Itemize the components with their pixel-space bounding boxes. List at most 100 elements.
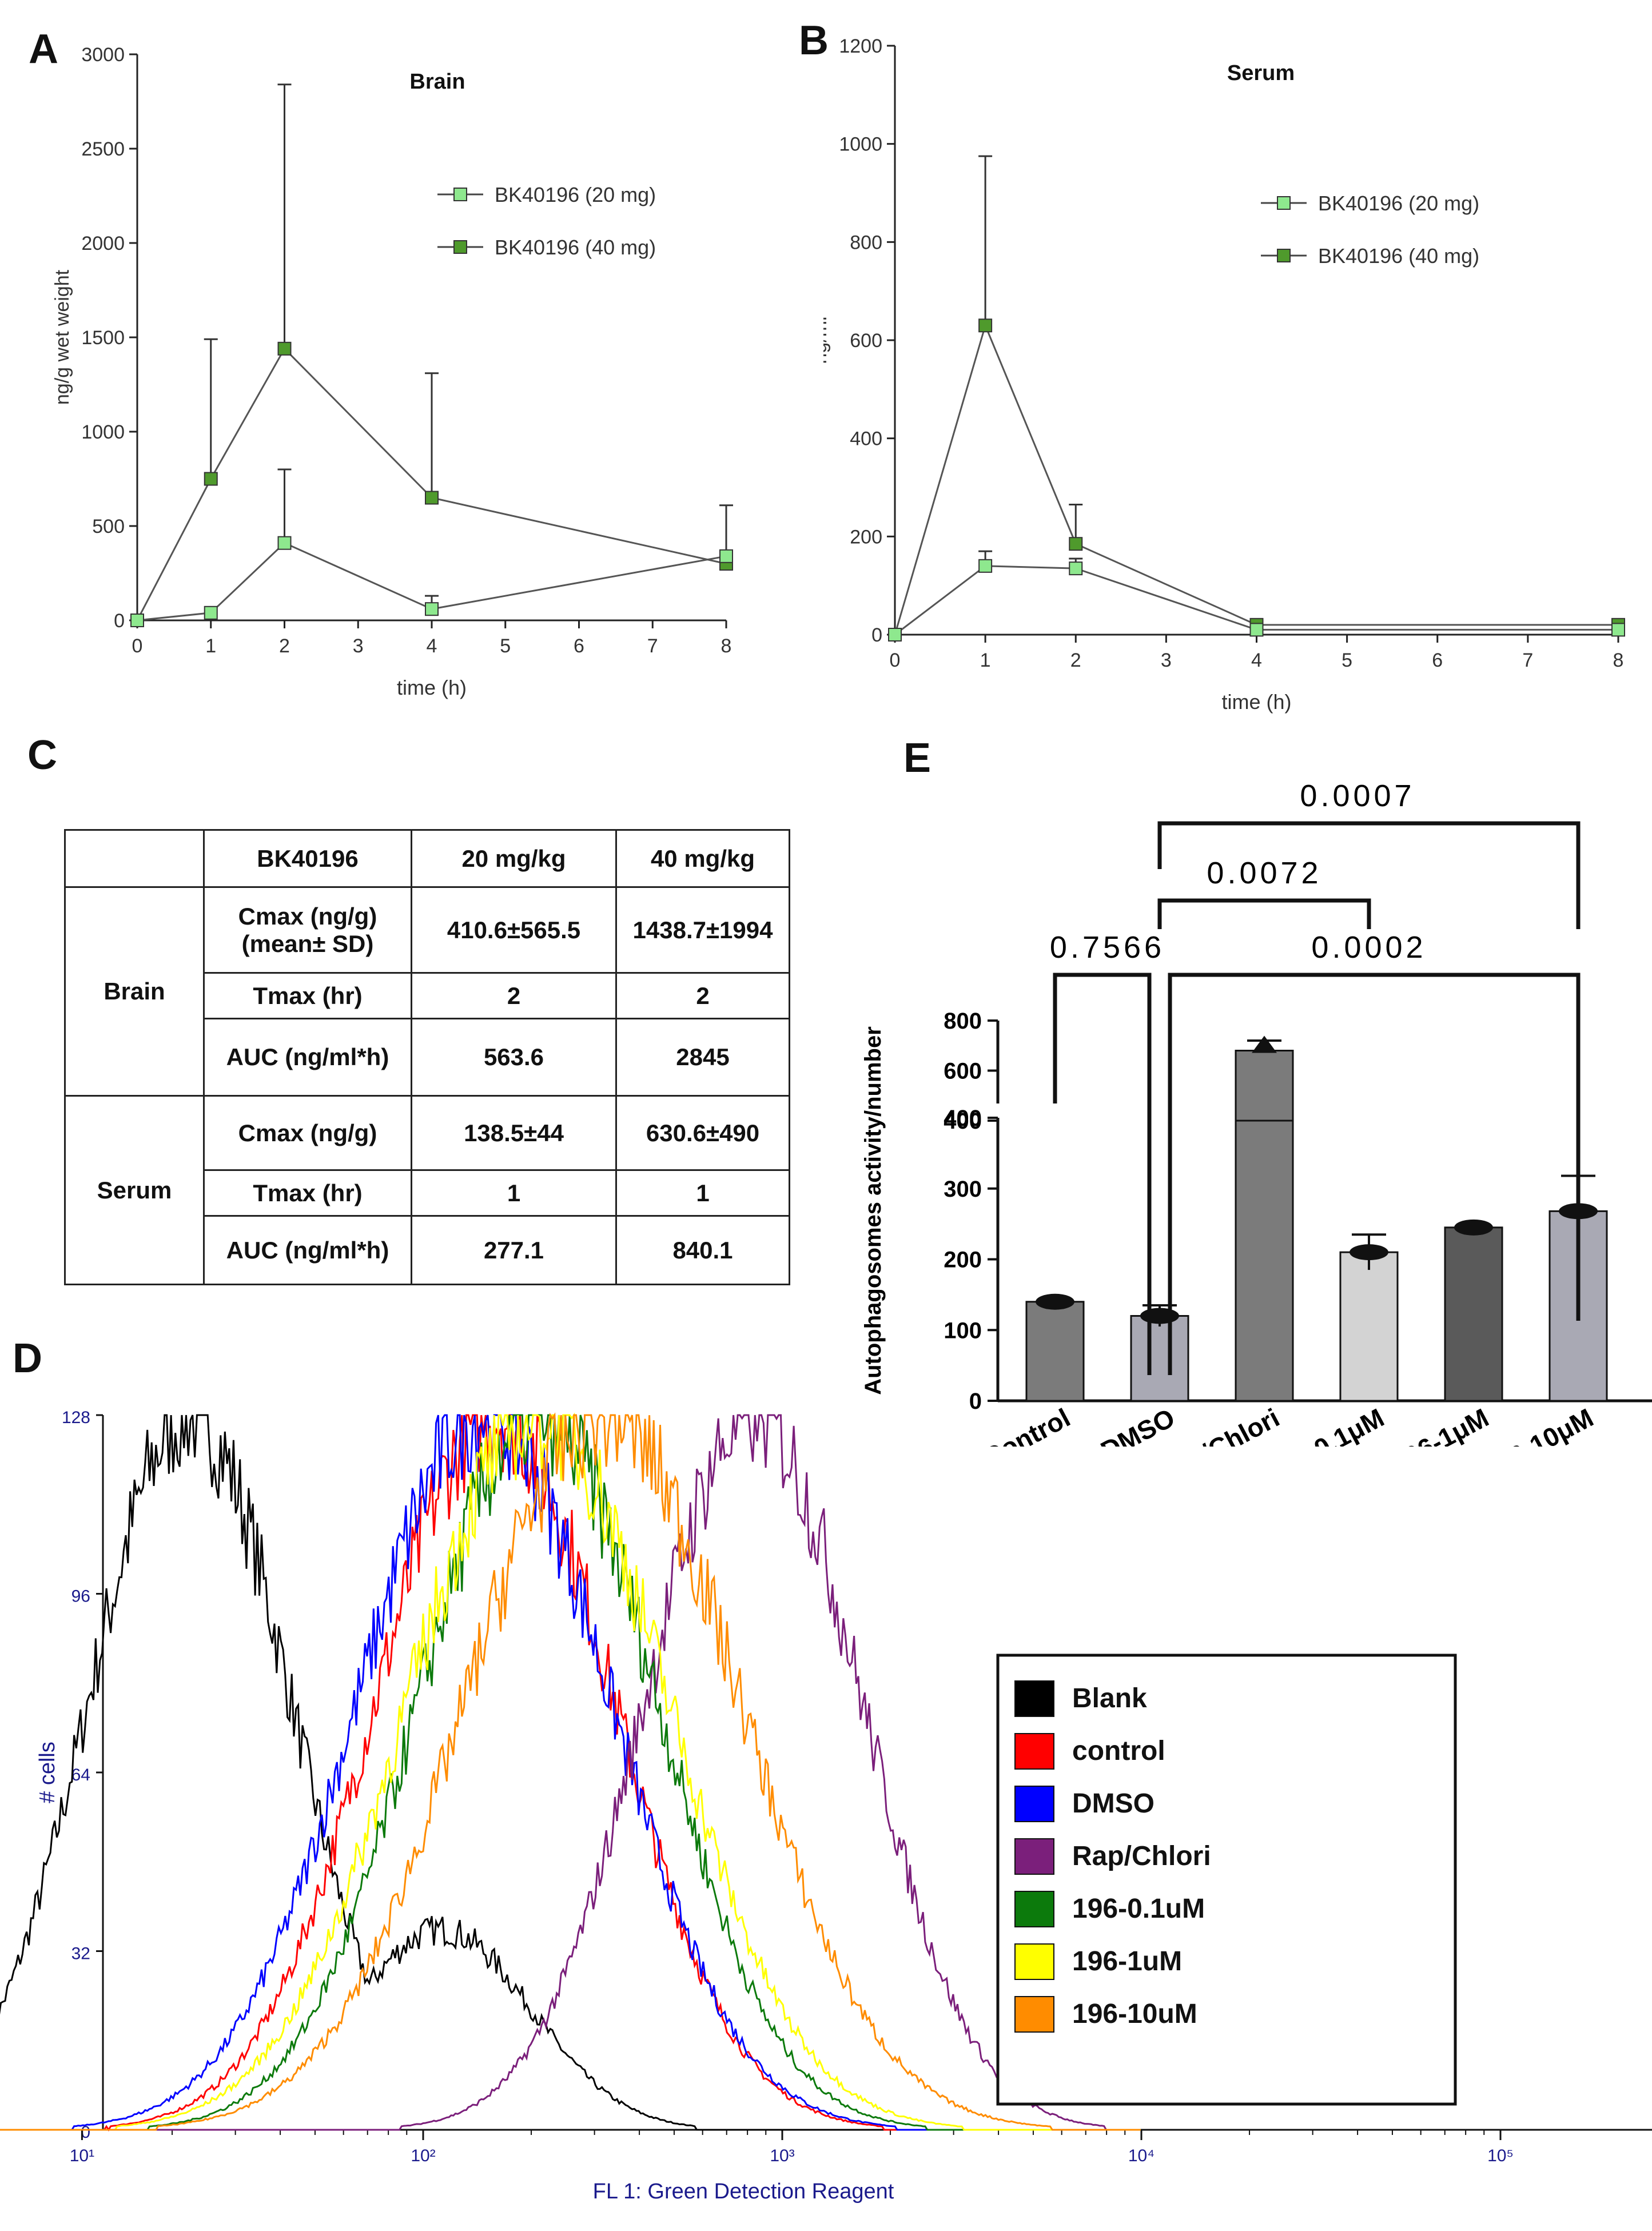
y-axis-label: ng/ml xyxy=(823,316,831,364)
data-point xyxy=(978,559,993,573)
table-group-brain: Brain xyxy=(64,886,205,1097)
bar xyxy=(1235,1117,1294,1402)
data-point xyxy=(204,605,218,620)
data-point xyxy=(130,613,144,627)
data-point xyxy=(1140,1308,1179,1324)
legend-label: control xyxy=(1072,1736,1165,1766)
legend-swatch xyxy=(1014,1733,1054,1770)
x-tick-label: 0 xyxy=(132,635,143,657)
legend-label: BK40196 (20 mg) xyxy=(1318,192,1479,215)
bar-upper xyxy=(1235,1050,1294,1122)
y-tick-label: 200 xyxy=(850,526,882,548)
y-tick-label: 32 xyxy=(71,1945,90,1963)
histogram-control xyxy=(0,1414,1141,2132)
x-tick-label: 10⁵ xyxy=(1487,2146,1514,2165)
table-cell-param: AUC (ng/ml*h) xyxy=(203,1018,412,1097)
data-point xyxy=(425,602,439,616)
x-tick-label: 2 xyxy=(1070,650,1081,671)
y-tick-label: 64 xyxy=(71,1766,90,1784)
x-tick-label: 10⁴ xyxy=(1128,2146,1155,2165)
legend-swatch xyxy=(1014,1680,1054,1717)
y-tick-label: 0 xyxy=(871,624,882,646)
x-tick-label: 6 xyxy=(1432,650,1443,671)
table-cell-value: 563.6 xyxy=(411,1018,617,1097)
legend-marker xyxy=(1277,196,1291,210)
p-value-label: 0.0007 xyxy=(1300,779,1415,813)
y-axis-label: # cells xyxy=(35,1742,59,1803)
x-tick-label: 5 xyxy=(500,635,511,657)
x-axis-label: FL 1: Green Detection Reagent xyxy=(593,2180,894,2204)
x-tick-label: 1 xyxy=(205,635,216,657)
x-axis-label: time (h) xyxy=(397,676,467,699)
data-point xyxy=(978,318,993,333)
data-point xyxy=(719,549,733,563)
y-tick-label: 1500 xyxy=(81,327,125,349)
y-tick-label: 1000 xyxy=(839,134,882,156)
y-tick-label: 2000 xyxy=(81,233,125,254)
data-point xyxy=(277,536,292,550)
legend-label: Blank xyxy=(1072,1683,1147,1714)
x-tick-label: 10³ xyxy=(770,2146,794,2165)
table-cell-value: 138.5±44 xyxy=(411,1095,617,1171)
legend-label: BK40196 (40 mg) xyxy=(495,236,656,259)
bar xyxy=(1444,1226,1503,1402)
y-tick-label: 2500 xyxy=(81,138,125,160)
table-cell-param: Cmax (ng/g) (mean± SD) xyxy=(203,886,412,974)
table-group-serum: Serum xyxy=(64,1095,205,1285)
table-cell-param: Tmax (hr) xyxy=(203,972,412,1019)
p-value-label: 0.7566 xyxy=(1050,930,1165,965)
legend-label: 196-10uM xyxy=(1072,1999,1197,2029)
legend-marker xyxy=(453,188,467,201)
bar xyxy=(1025,1301,1085,1402)
histogram-blank xyxy=(0,1414,1141,2131)
histogram-196-1um xyxy=(0,1412,1141,2131)
table-cell-value: 277.1 xyxy=(411,1215,617,1285)
y-tick-label: 200 xyxy=(944,1248,982,1273)
y-axis-label: ng/g wet weight xyxy=(51,269,73,405)
x-tick-label: 1 xyxy=(980,650,991,671)
table-cell-value: 1 xyxy=(615,1169,790,1217)
panel-letter-e: E xyxy=(903,735,932,781)
chart-title: Brain xyxy=(409,70,465,94)
data-point xyxy=(1036,1293,1074,1310)
legend-marker xyxy=(453,240,467,254)
legend-swatch xyxy=(1014,1996,1054,2033)
x-tick-label: 5 xyxy=(1341,650,1352,671)
y-tick-label: 1200 xyxy=(839,35,882,57)
legend-label: BK40196 (40 mg) xyxy=(1318,244,1479,268)
y-tick-label: 3000 xyxy=(81,44,125,66)
data-point xyxy=(888,628,902,642)
y-tick-label: 0 xyxy=(969,1389,982,1414)
table-header-20: 20 mg/kg xyxy=(411,829,617,888)
data-point xyxy=(425,491,439,505)
chart-a-brain: 0 500 1000 1500 2000 2500 3000 0 1 2 3 4 5 6 7 8 time (h… xyxy=(51,44,733,699)
x-tick-label: 4 xyxy=(1251,650,1262,671)
table-cell-value: 2 xyxy=(411,972,617,1019)
x-tick-label: 4 xyxy=(427,635,437,657)
legend-box xyxy=(996,1654,1457,2106)
legend-label: 196-1uM xyxy=(1072,1946,1182,1977)
y-tick-label: 600 xyxy=(944,1059,982,1084)
y-tick-label: 1000 xyxy=(81,421,125,443)
table-cell-value: 2845 xyxy=(615,1018,790,1097)
chart-title: Serum xyxy=(1227,61,1295,85)
histogram-rap-chlori xyxy=(0,1414,1141,2131)
table-header-40: 40 mg/kg xyxy=(615,829,790,888)
legend-label: DMSO xyxy=(1072,1788,1155,1819)
data-point xyxy=(204,472,218,486)
data-point xyxy=(1454,1219,1493,1236)
pk-table: BK40196 20 mg/kg 40 mg/kg Brain Cmax (ng… xyxy=(64,829,790,1285)
x-tick-label: 6 xyxy=(574,635,584,657)
data-point xyxy=(1252,1035,1277,1053)
table-cell-param: AUC (ng/ml*h) xyxy=(203,1215,412,1285)
table-cell-param: Cmax (ng/g) xyxy=(203,1095,412,1171)
y-tick-label: 400 xyxy=(944,1109,982,1134)
bar xyxy=(1339,1251,1399,1402)
y-tick-label: 300 xyxy=(944,1177,982,1202)
x-tick-label: 2 xyxy=(279,635,290,657)
y-tick-label: 400 xyxy=(944,1106,982,1131)
data-point xyxy=(1069,537,1083,551)
panel-letter-d: D xyxy=(13,1336,42,1381)
legend-swatch xyxy=(1014,1838,1054,1875)
